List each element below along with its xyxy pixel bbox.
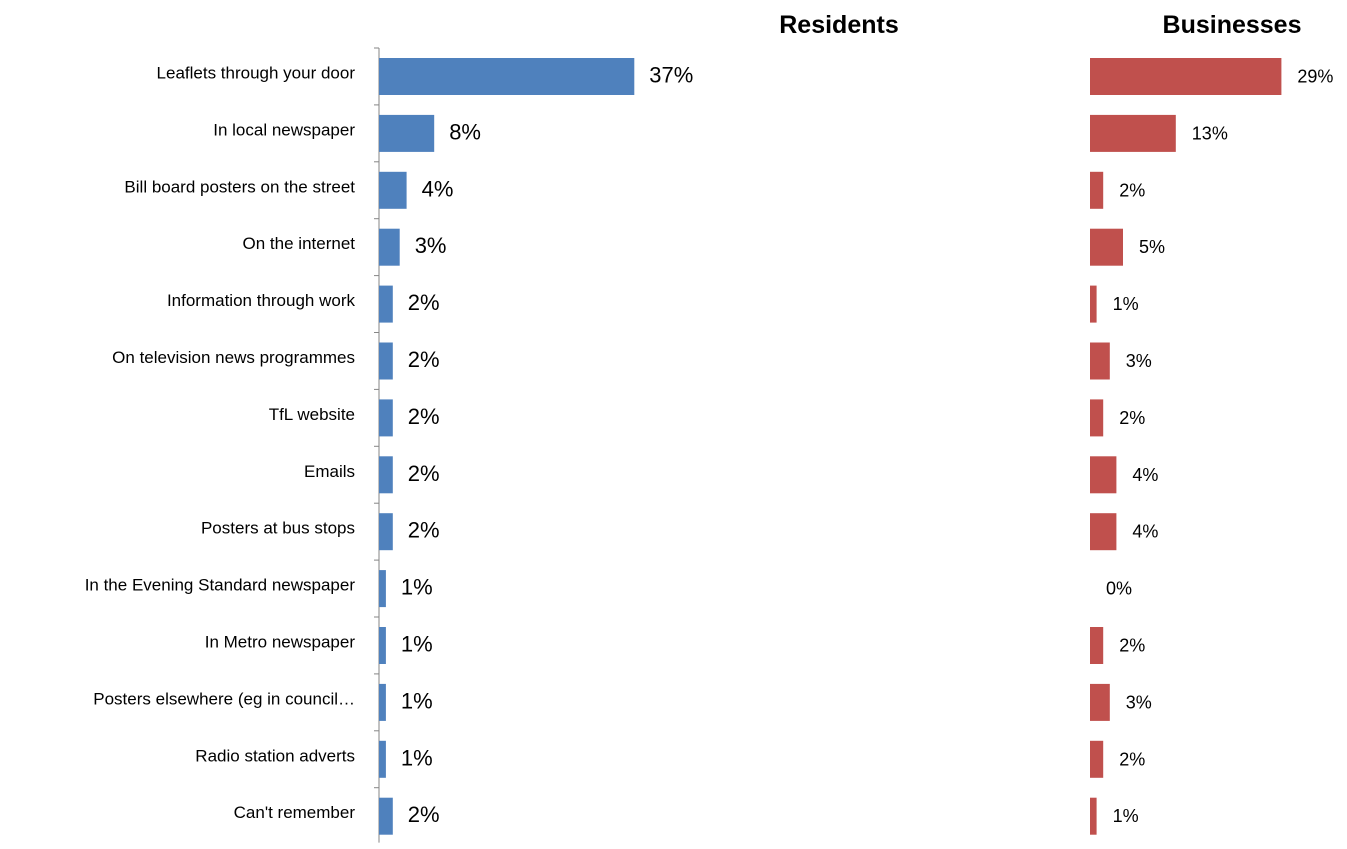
businesses-bar — [1090, 456, 1117, 494]
businesses-value-label: 4% — [1132, 522, 1158, 542]
residents-value-label: 2% — [408, 404, 440, 429]
businesses-value-label: 13% — [1192, 123, 1228, 143]
category-label: Radio station adverts — [195, 746, 355, 765]
residents-value-label: 1% — [401, 632, 433, 657]
category-label: Can't remember — [234, 803, 356, 822]
businesses-bar — [1090, 740, 1104, 778]
businesses-value-label: 4% — [1132, 465, 1158, 485]
residents-bar — [379, 456, 393, 494]
residents-value-label: 37% — [649, 63, 693, 88]
residents-bar — [379, 513, 393, 551]
businesses-bar — [1090, 627, 1104, 664]
category-label: TfL website — [269, 405, 355, 424]
businesses-value-label: 2% — [1119, 636, 1145, 656]
residents-bar — [379, 342, 393, 380]
category-label: Emails — [304, 462, 355, 481]
residents-value-label: 2% — [408, 347, 440, 372]
category-label: Information through work — [167, 291, 356, 310]
residents-bar — [379, 797, 393, 835]
businesses-bar — [1090, 683, 1110, 721]
businesses-bar — [1090, 228, 1123, 266]
category-label: In local newspaper — [213, 120, 355, 139]
businesses-bar — [1090, 58, 1282, 95]
businesses-value-label: 0% — [1106, 579, 1132, 599]
category-label: In the Evening Standard newspaper — [85, 576, 356, 595]
category-label: On television news programmes — [112, 348, 355, 367]
businesses-bar — [1090, 399, 1104, 437]
category-label: In Metro newspaper — [205, 633, 356, 652]
residents-bar — [379, 114, 435, 152]
businesses-value-label: 2% — [1119, 408, 1145, 428]
residents-bar — [379, 228, 400, 266]
businesses-panel-title: Businesses — [1163, 11, 1302, 39]
residents-bar — [379, 570, 386, 608]
residents-bar — [379, 171, 407, 209]
businesses-value-label: 3% — [1126, 692, 1152, 712]
residents-bar — [379, 683, 386, 721]
residents-bar — [379, 627, 386, 664]
residents-value-label: 4% — [422, 176, 454, 201]
residents-value-label: 2% — [408, 461, 440, 486]
businesses-value-label: 5% — [1139, 237, 1165, 257]
businesses-value-label: 2% — [1119, 180, 1145, 200]
businesses-bar — [1090, 513, 1117, 551]
residents-value-label: 1% — [401, 745, 433, 770]
businesses-value-label: 1% — [1113, 806, 1139, 826]
residents-value-label: 8% — [449, 119, 481, 144]
category-label: On the internet — [243, 234, 356, 253]
residents-value-label: 1% — [401, 575, 433, 600]
businesses-bar — [1090, 171, 1104, 209]
businesses-bar — [1090, 114, 1176, 152]
category-label: Posters elsewhere (eg in council… — [93, 689, 355, 708]
residents-value-label: 1% — [401, 688, 433, 713]
category-label: Bill board posters on the street — [124, 177, 355, 196]
businesses-bar — [1090, 342, 1110, 380]
residents-panel-title: Residents — [779, 11, 898, 39]
businesses-bar — [1090, 285, 1097, 323]
businesses-value-label: 2% — [1119, 749, 1145, 769]
residents-value-label: 2% — [408, 802, 440, 827]
residents-bar — [379, 399, 393, 437]
residents-value-label: 3% — [415, 233, 447, 258]
category-label: Leaflets through your door — [157, 64, 356, 83]
residents-bar — [379, 740, 386, 778]
businesses-value-label: 29% — [1297, 67, 1333, 87]
residents-value-label: 2% — [408, 518, 440, 543]
residents-value-label: 2% — [408, 290, 440, 315]
residents-bar — [379, 285, 393, 323]
residents-bar — [379, 58, 635, 95]
businesses-value-label: 1% — [1113, 294, 1139, 314]
category-label: Posters at bus stops — [201, 519, 355, 538]
businesses-value-label: 3% — [1126, 351, 1152, 371]
businesses-bar — [1090, 797, 1097, 835]
